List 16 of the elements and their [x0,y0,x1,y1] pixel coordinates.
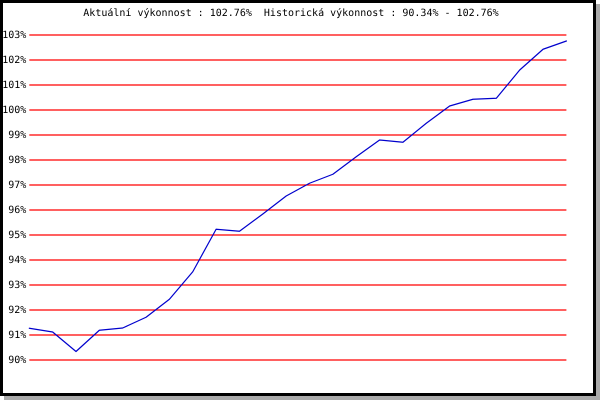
y-tick-label: 95% [8,230,26,242]
y-tick-label: 103% [2,30,26,42]
y-tick-label: 92% [8,305,26,316]
y-tick-label: 96% [8,205,26,216]
y-tick-label: 101% [2,80,26,92]
y-tick-label: 94% [8,255,26,266]
y-tick-label: 98% [8,155,26,166]
line-series [28,40,567,352]
y-tick-label: 91% [8,330,26,342]
chart-title: Aktuální výkonnost : 102.76% Historická výkonnost : 90.34% - 102.76% [83,8,499,19]
y-tick-label: 90% [8,355,26,366]
y-tick-label: 99% [8,130,26,142]
y-tick-label: 100% [2,105,26,116]
y-tick-label: 93% [8,280,26,292]
y-tick-label: 102% [2,55,26,66]
y-tick-label: 97% [8,180,26,192]
